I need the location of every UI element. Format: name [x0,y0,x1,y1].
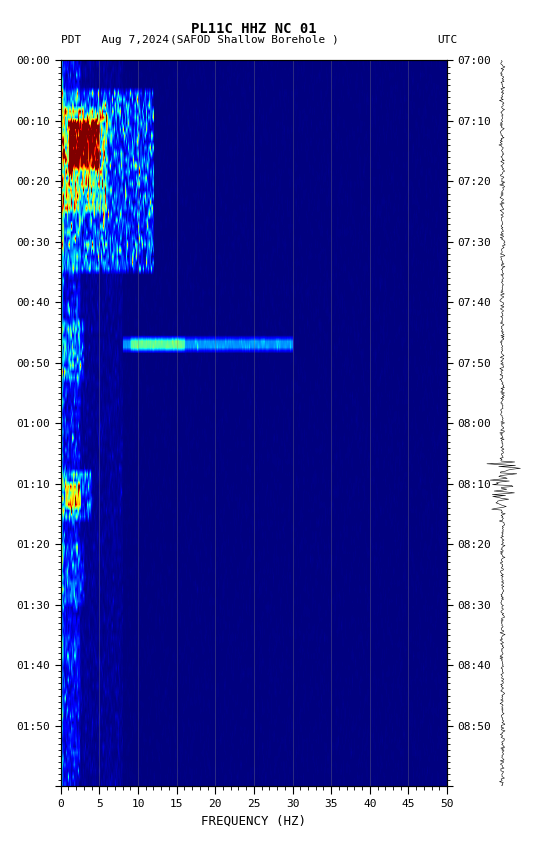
Text: (SAFOD Shallow Borehole ): (SAFOD Shallow Borehole ) [169,35,338,45]
Text: PDT   Aug 7,2024: PDT Aug 7,2024 [61,35,169,45]
Text: UTC: UTC [437,35,457,45]
Text: PL11C HHZ NC 01: PL11C HHZ NC 01 [191,22,317,35]
X-axis label: FREQUENCY (HZ): FREQUENCY (HZ) [201,815,306,828]
